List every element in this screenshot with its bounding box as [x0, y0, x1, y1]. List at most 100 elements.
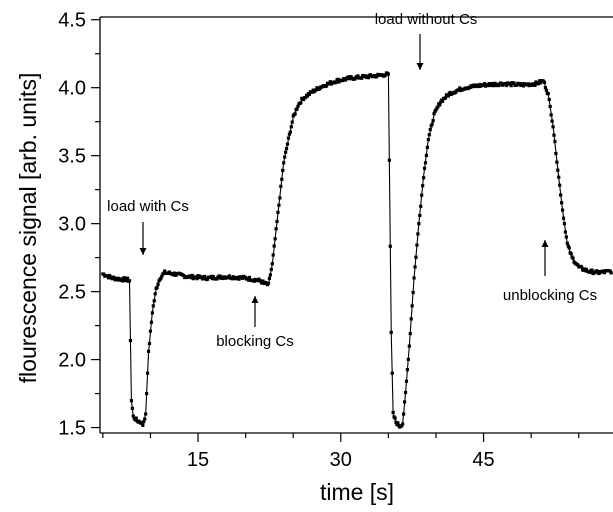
data-point	[544, 88, 548, 92]
y-tick-label: 4.0	[58, 78, 86, 100]
data-point	[163, 269, 167, 273]
data-point	[195, 277, 199, 281]
data-point	[218, 274, 222, 278]
y-tick-label: 1.5	[58, 418, 86, 440]
x-tick-label: 15	[187, 449, 209, 471]
data-point	[237, 277, 241, 281]
data-point	[488, 82, 492, 86]
data-point	[457, 88, 461, 92]
data-point	[412, 276, 416, 280]
x-axis-title: time [s]	[320, 479, 394, 505]
data-point	[395, 422, 399, 427]
data-point	[337, 80, 341, 84]
data-point	[260, 281, 264, 285]
data-point	[430, 122, 434, 126]
data-point	[596, 270, 600, 274]
data-point	[299, 101, 303, 105]
data-point	[561, 216, 566, 220]
data-point	[565, 241, 569, 245]
data-point	[324, 84, 329, 88]
data-point	[155, 285, 159, 290]
data-point	[550, 119, 554, 123]
data-point	[133, 418, 137, 422]
data-point	[426, 137, 430, 142]
data-point	[582, 267, 587, 271]
data-point	[546, 92, 550, 96]
data-point	[489, 83, 493, 88]
data-point	[558, 183, 562, 187]
data-point	[560, 208, 565, 212]
data-point	[509, 84, 513, 88]
data-point	[268, 273, 272, 277]
data-point	[274, 227, 278, 231]
data-point	[146, 349, 151, 353]
data-point	[458, 86, 462, 90]
data-point	[148, 329, 153, 333]
data-point	[387, 158, 391, 162]
data-point	[227, 274, 232, 278]
data-point	[289, 125, 293, 129]
y-axis: 1.5 2.0 2.5 3.0 3.5 4.0 4.5	[58, 10, 100, 440]
data-point	[434, 108, 438, 112]
data-point	[277, 203, 281, 207]
data-point	[246, 278, 251, 282]
data-point	[295, 107, 299, 111]
data-point	[563, 230, 568, 234]
data-point	[521, 84, 526, 88]
data-point	[571, 256, 575, 260]
data-point	[275, 219, 279, 224]
data-point	[156, 282, 160, 286]
series-line	[102, 73, 613, 427]
data-point	[403, 390, 408, 395]
data-point	[283, 150, 288, 154]
data-point	[190, 273, 194, 277]
data-point	[302, 97, 306, 102]
data-point	[278, 196, 282, 200]
data-point	[230, 277, 234, 281]
data-point	[418, 213, 422, 218]
data-point	[287, 132, 292, 136]
annotation-label: load with Cs	[107, 198, 189, 215]
data-point	[129, 399, 134, 403]
data-point	[421, 184, 425, 188]
data-point	[508, 81, 512, 85]
data-point	[406, 357, 410, 362]
data-point	[131, 414, 135, 418]
data-point	[428, 128, 432, 132]
data-point	[569, 252, 573, 256]
data-point	[140, 420, 144, 425]
data-point	[438, 103, 442, 107]
data-point	[396, 421, 400, 425]
data-point	[490, 81, 494, 86]
data-point	[285, 142, 290, 146]
data-point	[386, 72, 390, 76]
data-point	[328, 80, 332, 84]
data-point	[209, 274, 213, 279]
data-point	[609, 271, 613, 275]
data-point	[203, 274, 207, 279]
data-point	[553, 139, 557, 144]
data-point	[128, 338, 133, 343]
data-point	[286, 136, 291, 140]
data-point	[566, 244, 570, 248]
data-point	[422, 166, 427, 170]
data-point	[420, 193, 424, 197]
data-point	[201, 277, 205, 281]
data-point	[443, 96, 448, 100]
y-tick-label: 3.5	[58, 146, 86, 168]
data-point	[526, 82, 530, 86]
data-point	[602, 271, 607, 275]
y-tick-label: 4.5	[58, 10, 86, 32]
x-axis: 15 30 45	[102, 433, 580, 471]
data-point	[152, 299, 156, 303]
data-point	[554, 151, 558, 156]
data-point	[288, 130, 292, 134]
data-point	[542, 80, 547, 85]
data-point	[417, 222, 421, 226]
data-series	[101, 71, 613, 429]
data-point	[112, 276, 116, 280]
annotation-arrow-head	[139, 248, 147, 255]
data-point	[121, 279, 125, 283]
data-point	[413, 265, 417, 269]
data-point	[409, 317, 413, 321]
